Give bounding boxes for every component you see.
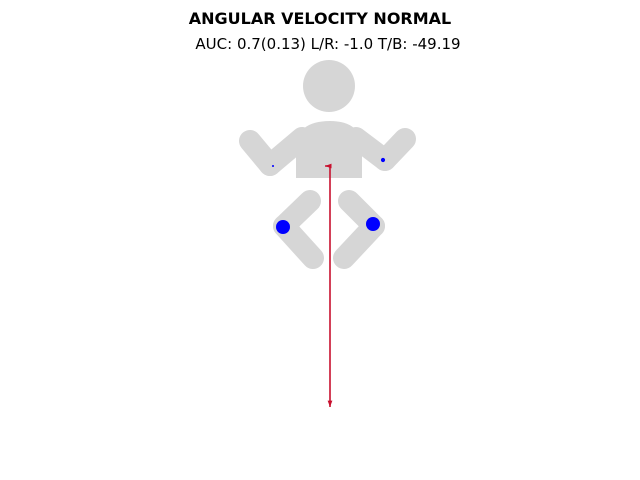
joint-markers (271, 157, 386, 234)
chart-subtitle: AUC: 0.7(0.13) L/R: -1.0 T/B: -49.19 (195, 35, 460, 53)
chart-title: ANGULAR VELOCITY NORMAL (189, 9, 451, 28)
direction-arrows (325, 163, 333, 408)
right-knee-marker (276, 220, 290, 234)
right-forearm-shape (239, 130, 281, 176)
right-shin-shape (273, 215, 324, 269)
left-knee-marker (366, 217, 380, 231)
head-shape (303, 60, 355, 112)
left-forearm-shape (374, 128, 416, 171)
arrow-down (327, 166, 333, 408)
left-shin-shape (333, 215, 385, 269)
left-wrist-marker (380, 157, 386, 163)
right-wrist-marker (271, 164, 275, 168)
